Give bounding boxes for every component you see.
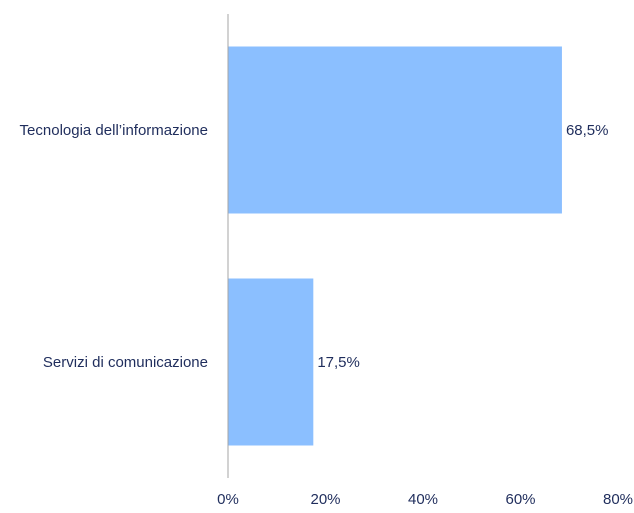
x-tick-label: 0% bbox=[217, 491, 239, 508]
bar-1 bbox=[228, 46, 562, 214]
data-label: 17,5% bbox=[317, 354, 360, 371]
x-tick-labels: 0% 20% 40% 60% 80% bbox=[217, 491, 633, 508]
x-tick-label: 80% bbox=[603, 491, 633, 508]
bars-layer bbox=[228, 46, 562, 446]
x-tick-label: 60% bbox=[505, 491, 535, 508]
bar-2 bbox=[228, 278, 314, 446]
category-label: Servizi di comunicazione bbox=[43, 354, 208, 371]
data-labels: 68,5% 17,5% bbox=[317, 122, 608, 371]
x-tick-label: 40% bbox=[408, 491, 438, 508]
data-label: 68,5% bbox=[566, 122, 609, 139]
x-tick-label: 20% bbox=[310, 491, 340, 508]
category-labels: Tecnologia dell’informazione Servizi di c… bbox=[20, 122, 208, 371]
category-label: Tecnologia dell’informazione bbox=[20, 122, 208, 139]
